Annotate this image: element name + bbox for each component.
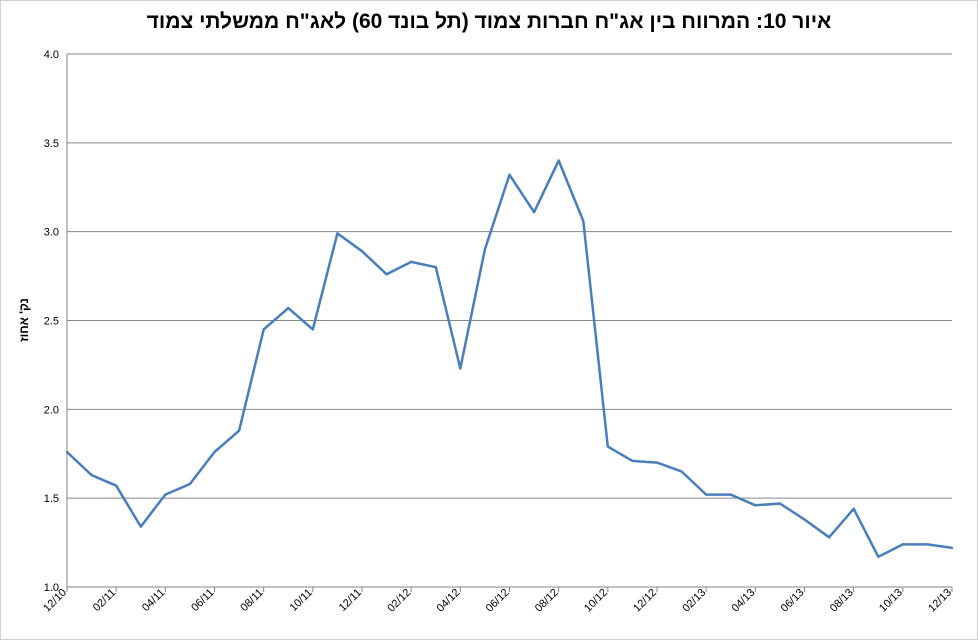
gridlines [67,53,952,588]
x-tick-label: 12/13 [926,587,954,615]
data-point [287,306,290,310]
data-point [680,470,683,473]
x-tick-label: 06/13 [779,587,807,615]
data-point [459,367,462,370]
y-tick-label: 1.0 [44,582,59,594]
data-point [385,273,388,276]
x-tick-label: 10/13 [877,587,905,615]
data-point [557,159,560,162]
data-point [139,525,142,528]
y-tick-labels: 1.0 1.5 2.0 2.5 3.0 3.5 4.0 [44,49,59,594]
x-tick-label: 12/12 [631,587,659,615]
x-tick-label: 04/12 [435,587,463,615]
data-point [803,518,806,521]
x-tick-label: 08/11 [238,587,265,614]
y-axis-title: נק' אחוז [17,298,31,342]
data-point [188,482,192,486]
x-tick-labels: 12/10 02/11 04/11 06/11 08/11 10/11 12/11 02/12… [41,587,954,615]
data-point [827,536,831,539]
x-tick-label: 02/11 [91,587,118,614]
x-tick-label: 06/12 [484,587,512,615]
data-point [336,232,339,235]
data-point [311,328,315,331]
data-point [729,493,732,496]
data-point [164,493,167,496]
series-line [66,159,953,559]
data-point [901,543,905,546]
x-tick-label: 04/11 [140,587,167,614]
data-point [532,210,536,214]
data-point [877,555,880,558]
data-point [65,450,69,454]
x-tick-label: 02/13 [680,587,708,615]
y-tick-label: 2.0 [44,404,59,416]
data-point [852,507,855,511]
x-tick-label: 10/11 [288,587,315,614]
data-point [754,504,757,507]
axes [66,54,953,592]
data-point [631,459,634,463]
data-point [360,250,364,253]
data-point [262,328,265,331]
y-tick-label: 2.5 [44,316,59,328]
y-tick-label: 4.0 [44,49,59,61]
x-tick-label: 08/13 [828,587,856,615]
data-point [237,429,241,432]
series-group [65,159,954,559]
y-tick-label: 3.5 [44,138,59,150]
x-tick-label: 06/11 [189,587,216,614]
x-tick-label: 10/12 [582,587,610,615]
data-point [606,445,610,448]
data-point [508,173,511,177]
data-point [778,502,782,505]
data-point [213,450,216,454]
x-tick-label: 02/12 [385,587,413,615]
data-point [926,543,929,546]
data-point [655,461,659,464]
data-point [90,473,93,477]
y-tick-label: 3.0 [44,227,59,239]
x-tick-label: 12/11 [337,587,364,614]
data-point [409,260,413,264]
y-tick-label: 1.5 [44,493,59,505]
x-tick-label: 04/13 [730,587,758,615]
data-point [950,546,954,550]
data-point [483,248,487,251]
x-tick-label: 08/12 [533,587,561,615]
data-point [582,219,585,223]
data-point [704,493,708,496]
data-point [434,266,437,269]
chart-title: איור 10: המרווח בין אג"ח חברות צמוד (תל … [146,10,832,33]
data-point [114,484,118,487]
